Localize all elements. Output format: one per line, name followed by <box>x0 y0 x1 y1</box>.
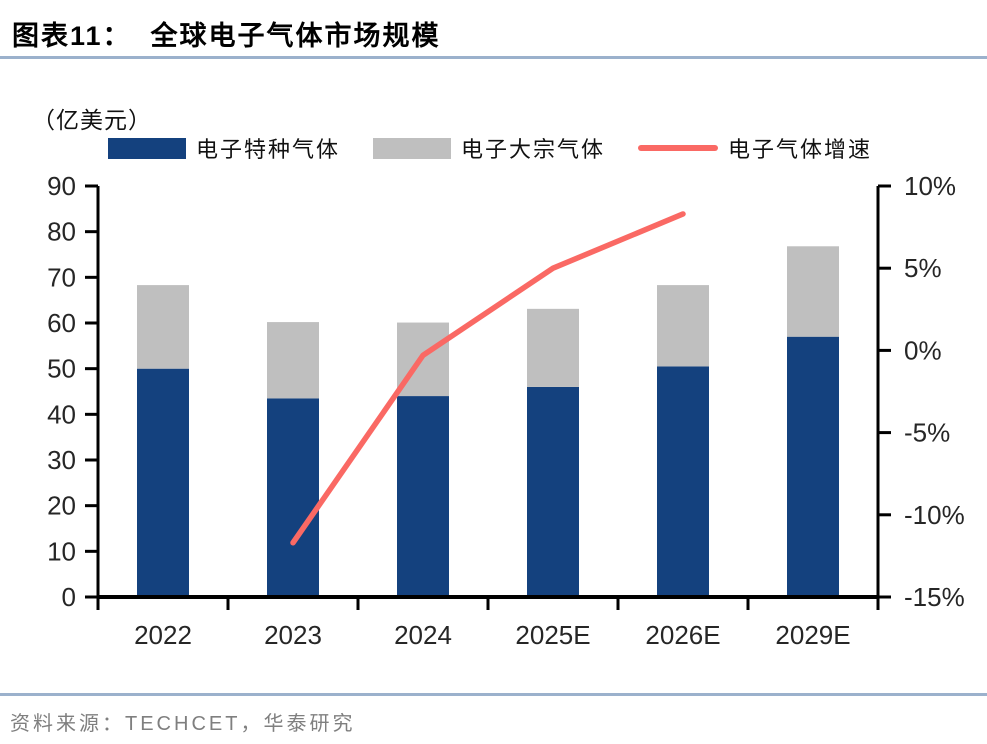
right-tick-label--10: -10% <box>904 500 965 530</box>
right-tick-label--15: -15% <box>904 582 965 612</box>
left-tick-label-50: 50 <box>47 354 76 384</box>
legend-swatch-box-1 <box>373 137 452 159</box>
title-divider <box>0 56 987 59</box>
bar-bulk-2029E <box>787 246 839 337</box>
left-tick-label-90: 90 <box>47 171 76 201</box>
right-tick-label-10: 10% <box>904 171 956 201</box>
bar-bulk-2026E <box>657 285 709 367</box>
x-tick-label-2022: 2022 <box>134 620 192 650</box>
legend-swatch-box-0 <box>108 137 186 159</box>
footer-divider <box>0 693 987 696</box>
legend: 电子特种气体 电子大宗气体 电子气体增速 <box>108 134 872 162</box>
legend-label-1: 电子大宗气体 <box>461 137 606 162</box>
x-tick-label-2025E: 2025E <box>515 620 590 650</box>
bar-specialty-2024 <box>397 396 449 597</box>
growth-line <box>290 211 686 546</box>
legend-swatch-line-2 <box>638 145 719 151</box>
left-tick-label-20: 20 <box>47 491 76 521</box>
left-tick-label-40: 40 <box>47 399 76 429</box>
bar-specialty-2023 <box>267 398 319 597</box>
left-tick-label-70: 70 <box>47 262 76 292</box>
bar-bulk-2023 <box>267 322 319 399</box>
left-tick-label-80: 80 <box>47 217 76 247</box>
legend-item-2: 电子气体增速 <box>638 132 872 164</box>
right-tick-label-0: 0% <box>904 335 942 365</box>
left-tick-label-0: 0 <box>62 582 76 612</box>
right-tick-label-5: 5% <box>904 253 942 283</box>
bar-specialty-2029E <box>787 336 839 597</box>
x-tick-label-2023: 2023 <box>264 620 322 650</box>
bar-specialty-2025E <box>527 386 579 597</box>
left-tick-label-30: 30 <box>47 445 76 475</box>
bar-specialty-2022 <box>137 368 189 597</box>
legend-item-0: 电子特种气体 <box>108 132 340 164</box>
figure-title: 图表11： 全球电子气体市场规模 <box>12 21 441 51</box>
bar-bulk-2025E <box>527 308 579 387</box>
legend-label-2: 电子气体增速 <box>728 137 873 162</box>
left-tick-label-60: 60 <box>47 308 76 338</box>
bar-specialty-2026E <box>657 366 709 597</box>
bar-bulk-2022 <box>137 285 189 369</box>
source-note: 资料来源：TECHCET，华泰研究 <box>10 713 356 735</box>
left-tick-label-10: 10 <box>47 536 76 566</box>
x-tick-label-2024: 2024 <box>394 620 452 650</box>
x-tick-label-2029E: 2029E <box>775 620 850 650</box>
legend-item-1: 电子大宗气体 <box>373 132 605 164</box>
legend-label-0: 电子特种气体 <box>196 137 341 162</box>
axis-unit-label: （亿美元） <box>32 107 152 133</box>
right-tick-label--5: -5% <box>904 418 950 448</box>
x-tick-label-2026E: 2026E <box>645 620 720 650</box>
